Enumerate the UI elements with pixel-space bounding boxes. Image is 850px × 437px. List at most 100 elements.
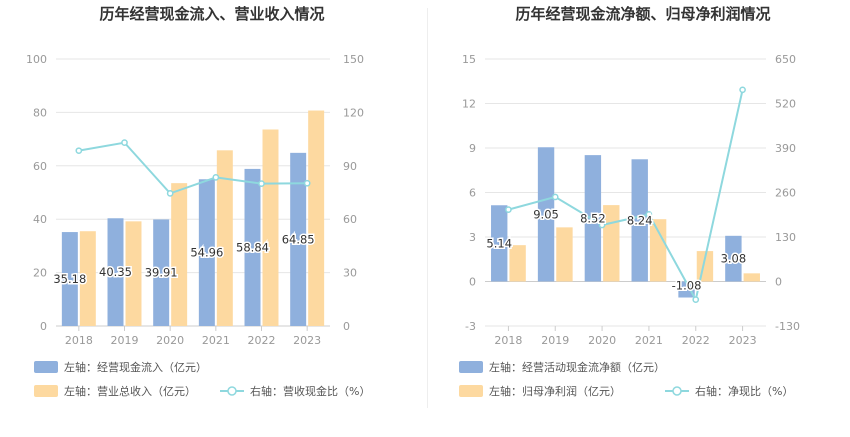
bar-secondary [216, 150, 233, 326]
data-label: 35.18 [53, 272, 86, 286]
y-tick-label-right: -130 [775, 320, 800, 333]
y-tick-label-left: 15 [462, 53, 476, 66]
bar-secondary [262, 129, 279, 326]
x-tick-label: 2021 [635, 334, 663, 347]
bar-secondary [743, 273, 760, 282]
bar-secondary [125, 221, 142, 326]
data-label: 5.14 [486, 236, 512, 250]
ratio-point [739, 86, 746, 94]
chart-title: 历年经营现金流入、营业收入情况 [99, 5, 324, 23]
y-tick-label-right: 520 [775, 98, 796, 111]
chart-left: 历年经营现金流入、营业收入情况 0 20 40 60 80 100 0 30 60 90 120 15… [26, 5, 370, 398]
bar-primary [61, 232, 78, 326]
x-tick-label: 2018 [65, 334, 93, 347]
bar-secondary [308, 110, 325, 326]
bar-primary [491, 205, 508, 282]
data-label: 3.08 [721, 252, 747, 266]
y-tick-label-left: 100 [26, 53, 47, 66]
ratio-line [508, 89, 744, 303]
x-tick-label: 2019 [111, 334, 139, 347]
legend-swatch-secondary [34, 385, 58, 397]
x-tick-label: 2020 [156, 334, 184, 347]
bar-primary [244, 168, 261, 326]
ratio-line [78, 141, 308, 195]
y-tick-label-right: 30 [343, 267, 357, 280]
bar-secondary [79, 231, 96, 326]
data-label: 54.96 [190, 246, 223, 260]
bar-primary [290, 152, 307, 326]
x-tick-label: 2018 [494, 334, 522, 347]
legend-label: 左轴：经营活动现金流净额（亿元） [489, 360, 665, 374]
ratio-point [166, 190, 174, 197]
data-label: 40.35 [99, 265, 132, 279]
x-tick-label: 2022 [248, 334, 276, 347]
legend: 左轴：经营活动现金流净额（亿元） 左轴：归母净利润（亿元） 右轴：净现比（%） [459, 360, 793, 398]
y-tick-label-right: 60 [343, 213, 357, 226]
bar-primary [153, 219, 170, 326]
y-tick-label-right: 260 [775, 187, 796, 200]
data-label: 8.52 [580, 211, 606, 225]
y-tick-label-right: 130 [775, 231, 796, 244]
y-tick-label-right: 0 [775, 276, 782, 289]
y-tick-label-left: 60 [33, 160, 47, 173]
legend-swatch-marker [672, 386, 682, 396]
ratio-point [121, 139, 128, 147]
y-tick-label-right: 390 [775, 142, 796, 155]
x-tick-label: 2019 [541, 334, 569, 347]
y-tick-label-left: 0 [469, 276, 476, 289]
bar-primary [631, 159, 648, 282]
y-tick-label-left: 9 [469, 142, 476, 155]
x-tick-label: 2023 [729, 334, 757, 347]
plot-area: 0 20 40 60 80 100 0 30 60 90 120 150 2018 2019 2020 202… [26, 53, 364, 347]
data-label: 64.85 [282, 232, 315, 246]
x-tick-label: 2020 [588, 334, 616, 347]
y-tick-label-left: 20 [33, 267, 47, 280]
legend-swatch-marker [227, 386, 237, 396]
panel-divider [427, 8, 428, 408]
bar-primary [198, 179, 215, 326]
legend-label: 右轴：营收现金比（%） [250, 384, 370, 398]
y-tick-label-left: 0 [40, 320, 47, 333]
data-label: 58.84 [236, 240, 269, 254]
legend-label: 左轴：归母净利润（亿元） [489, 384, 621, 398]
y-tick-label-left: 40 [33, 213, 47, 226]
bar-secondary [556, 227, 573, 282]
ratio-point [212, 174, 220, 181]
y-tick-label-left: -3 [465, 320, 476, 333]
y-tick-label-right: 650 [775, 53, 796, 66]
ratio-point [505, 206, 512, 213]
y-tick-label-right: 150 [343, 53, 364, 66]
bar-secondary [509, 245, 526, 282]
ratio-point [75, 147, 83, 155]
chart-right: 历年经营现金流净额、归母净利润情况 -3 0 3 6 9 12 15 -130 0 130 260 3… [459, 5, 800, 398]
data-label: 39.91 [145, 266, 178, 280]
bar-secondary [171, 183, 188, 326]
y-tick-label-left: 3 [469, 231, 476, 244]
ratio-point [551, 193, 559, 201]
ratio-point [303, 179, 311, 187]
y-tick-label-right: 90 [343, 160, 357, 173]
y-tick-label-left: 6 [469, 187, 476, 200]
legend-label: 左轴：经营现金流入（亿元） [64, 360, 207, 374]
legend-swatch-primary [459, 361, 483, 373]
legend-swatch-secondary [459, 385, 483, 397]
y-tick-label-left: 12 [462, 98, 476, 111]
data-label: -1.08 [672, 279, 702, 293]
ratio-point [692, 296, 700, 303]
bar-primary [725, 235, 742, 282]
data-label: 8.24 [627, 213, 653, 227]
data-label: 9.05 [533, 207, 559, 221]
y-tick-label-right: 0 [343, 320, 350, 333]
x-tick-label: 2023 [293, 334, 321, 347]
x-tick-label: 2021 [202, 334, 230, 347]
bar-secondary [649, 219, 667, 282]
y-tick-label-right: 120 [343, 106, 364, 119]
bar-primary [584, 155, 602, 282]
plot-area: -3 0 3 6 9 12 15 -130 0 130 260 390 520 650 2018 2019 20… [462, 53, 800, 347]
legend: 左轴：经营现金流入（亿元） 左轴：营业总收入（亿元） 右轴：营收现金比（%） [34, 360, 370, 398]
ratio-point [645, 211, 653, 218]
legend-label: 右轴：净现比（%） [695, 384, 793, 398]
ratio-point [598, 221, 606, 229]
chart-title: 历年经营现金流净额、归母净利润情况 [515, 5, 770, 23]
